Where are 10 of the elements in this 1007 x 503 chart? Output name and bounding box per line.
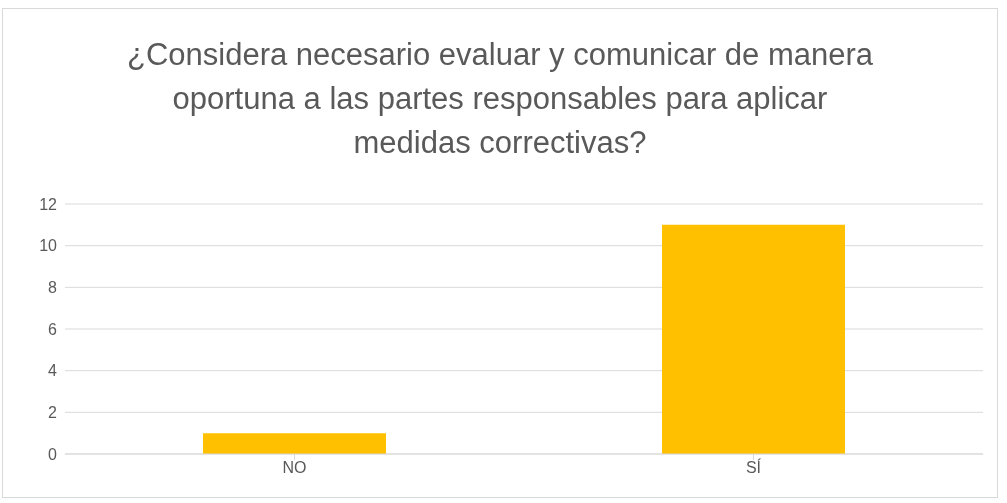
chart-title: ¿Considera necesario evaluar y comunicar de manera oportuna a las partes responsables para aplicar medidas correctivas?	[125, 36, 875, 162]
y-tick-label: 12	[39, 195, 58, 213]
x-tick-label: SÍ	[745, 458, 762, 477]
x-tick-label: NO	[282, 459, 307, 477]
y-tick-label: 0	[48, 445, 58, 463]
y-tick-label: 4	[48, 362, 58, 380]
y-tick-label: 8	[48, 279, 58, 297]
y-tick-label: 6	[48, 320, 58, 338]
y-tick-label: 2	[48, 404, 58, 422]
y-tick-label: 10	[39, 237, 58, 255]
